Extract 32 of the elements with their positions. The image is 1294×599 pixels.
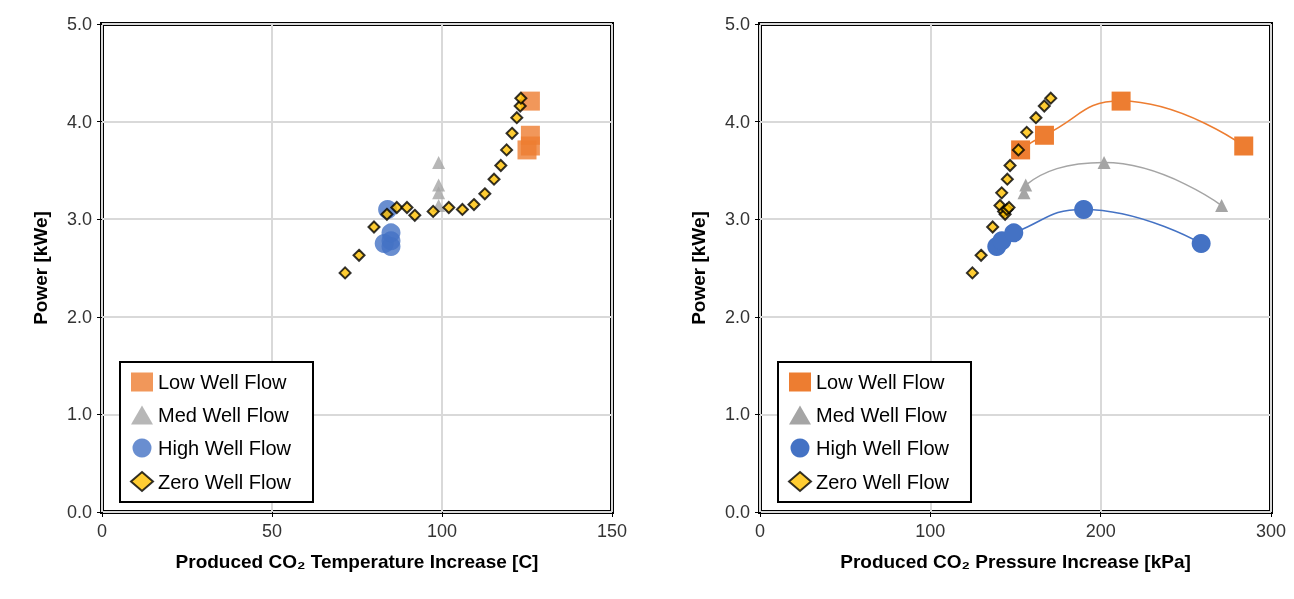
x-tick-label: 0	[754, 521, 766, 541]
x-tick-label: 100	[915, 521, 946, 541]
y-tick-label: 0.0	[66, 502, 92, 522]
legend-label: Med Well Flow	[816, 404, 948, 426]
legend-label: Zero Well Flow	[158, 470, 292, 493]
x-axis-title: Produced CO₂ Pressure Increase [kPa]	[840, 551, 1191, 572]
y-tick-label: 5.0	[66, 14, 92, 34]
legend-label: High Well Flow	[158, 437, 292, 459]
y-tick-label: 4.0	[724, 111, 750, 132]
legend-label: Low Well Flow	[816, 371, 946, 393]
legend-label: Zero Well Flow	[816, 470, 950, 493]
y-tick-label: 3.0	[66, 209, 92, 230]
x-tick-label: 300	[1255, 521, 1287, 541]
x-tick-label: 150	[596, 521, 628, 541]
y-tick-label: 1.0	[724, 404, 750, 425]
x-tick-label: 50	[261, 521, 283, 541]
y-tick-label: 0.0	[724, 502, 750, 522]
x-tick-label: 0	[96, 521, 108, 541]
y-tick-label: 4.0	[66, 111, 92, 132]
y-tick-label: 3.0	[724, 209, 750, 230]
y-tick-label: 1.0	[66, 404, 92, 425]
y-axis-title: Power [kWe]	[30, 211, 51, 325]
y-axis-title: Power [kWe]	[688, 211, 709, 325]
y-tick-label: 2.0	[724, 306, 750, 327]
x-axis-title: Produced CO₂ Temperature Increase [C]	[175, 551, 539, 572]
x-tick-label: 200	[1085, 521, 1116, 541]
legend-label: High Well Flow	[816, 437, 950, 459]
y-tick-label: 5.0	[724, 14, 750, 34]
legend-label: Low Well Flow	[158, 371, 288, 393]
x-tick-label: 100	[426, 521, 458, 541]
y-tick-label: 2.0	[66, 306, 92, 327]
legend-label: Med Well Flow	[158, 404, 290, 426]
